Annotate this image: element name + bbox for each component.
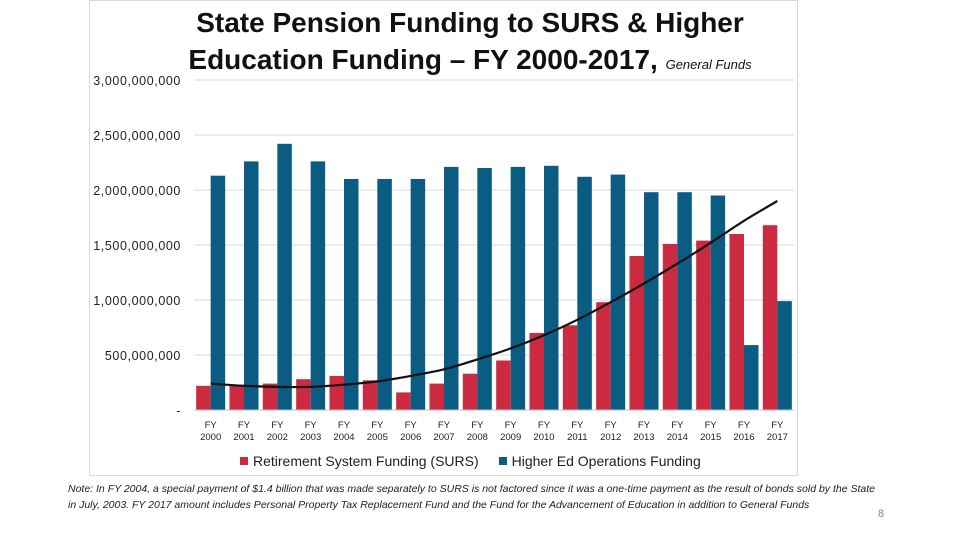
bar-surs xyxy=(362,380,378,410)
y-tick-label: 3,000,000,000 xyxy=(93,74,181,88)
y-tick-label: 1,500,000,000 xyxy=(93,239,181,253)
legend-label: Retirement System Funding (SURS) xyxy=(253,453,479,469)
bar-surs xyxy=(662,243,678,410)
chart-legend: Retirement System Funding (SURS) Higher E… xyxy=(240,451,740,471)
x-tick-label: FY 2007 xyxy=(433,420,454,443)
chart-title-text: State Pension Funding to SURS & Higher E… xyxy=(188,7,744,75)
bar-surs xyxy=(462,373,478,410)
bar-surs xyxy=(296,379,311,410)
chart-title: State Pension Funding to SURS & Higher E… xyxy=(150,4,790,83)
bar-surs xyxy=(429,383,444,410)
bar-higher-ed xyxy=(644,192,659,410)
bar-higher-ed xyxy=(344,179,359,410)
bar-higher-ed xyxy=(610,174,626,410)
bar-surs xyxy=(196,385,211,410)
x-tick-label: FY 2008 xyxy=(467,420,488,443)
bar-higher-ed xyxy=(777,301,792,410)
chart-subtitle: General Funds xyxy=(665,57,752,72)
bar-surs xyxy=(229,385,244,410)
x-tick-label: FY 2004 xyxy=(333,420,354,443)
x-tick-label: FY 2015 xyxy=(700,420,721,443)
bar-higher-ed xyxy=(510,166,526,410)
x-tick-label: FY 2017 xyxy=(767,420,788,443)
bar-higher-ed xyxy=(210,175,226,410)
x-tick-label: FY 2014 xyxy=(667,420,688,443)
bar-higher-ed xyxy=(677,192,692,410)
x-tick-label: FY 2000 xyxy=(200,420,221,443)
x-tick-label: FY 2009 xyxy=(500,420,521,443)
bar-higher-ed xyxy=(544,165,559,410)
bar-surs xyxy=(496,360,511,410)
bar-surs xyxy=(396,392,411,410)
bar-higher-ed xyxy=(710,195,726,410)
trendline xyxy=(210,200,778,389)
y-tick-label: 2,500,000,000 xyxy=(93,129,181,143)
bar-surs xyxy=(262,383,278,410)
y-tick-label: 1,000,000,000 xyxy=(93,294,181,308)
x-tick-label: FY 2002 xyxy=(267,420,288,443)
bar-higher-ed xyxy=(744,345,759,410)
y-tick-label: - xyxy=(176,404,181,418)
x-tick-label: FY 2006 xyxy=(400,420,421,443)
x-tick-label: FY 2016 xyxy=(733,420,754,443)
bar-surs xyxy=(762,225,778,410)
bar-higher-ed xyxy=(310,161,326,410)
bar-surs xyxy=(629,256,644,410)
bar-surs xyxy=(596,302,611,410)
bar-higher-ed xyxy=(277,143,292,411)
x-tick-label: FY 2011 xyxy=(567,420,587,443)
bar-surs xyxy=(329,375,344,410)
chart-frame xyxy=(89,0,798,476)
bar-higher-ed xyxy=(577,176,592,410)
bar-surs xyxy=(529,333,544,410)
x-tick-label: FY 2012 xyxy=(600,420,621,443)
bar-higher-ed xyxy=(244,161,259,410)
bar-higher-ed xyxy=(477,168,492,410)
y-tick-label: 2,000,000,000 xyxy=(93,184,181,198)
x-tick-label: FY 2001 xyxy=(233,420,254,443)
x-tick-label: FY 2013 xyxy=(633,420,654,443)
legend-item: Retirement System Funding (SURS) xyxy=(240,453,479,469)
x-tick-label: FY 2010 xyxy=(533,420,554,443)
y-tick-label: 500,000,000 xyxy=(105,349,181,363)
bar-higher-ed xyxy=(377,179,392,410)
bar-higher-ed xyxy=(444,166,459,410)
bar-surs xyxy=(729,234,744,410)
footnote: Note: In FY 2004, a special payment of $… xyxy=(68,483,875,511)
x-tick-label: FY 2005 xyxy=(367,420,388,443)
bar-surs xyxy=(562,325,578,410)
bar-higher-ed xyxy=(410,179,426,410)
legend-label: Higher Ed Operations Funding xyxy=(511,453,701,469)
legend-swatch xyxy=(498,457,507,465)
bar-surs xyxy=(696,240,711,410)
legend-swatch xyxy=(240,457,248,465)
x-tick-label: FY 2003 xyxy=(300,420,321,443)
page-number: 8 xyxy=(878,508,885,520)
legend-item: Higher Ed Operations Funding xyxy=(498,453,701,469)
